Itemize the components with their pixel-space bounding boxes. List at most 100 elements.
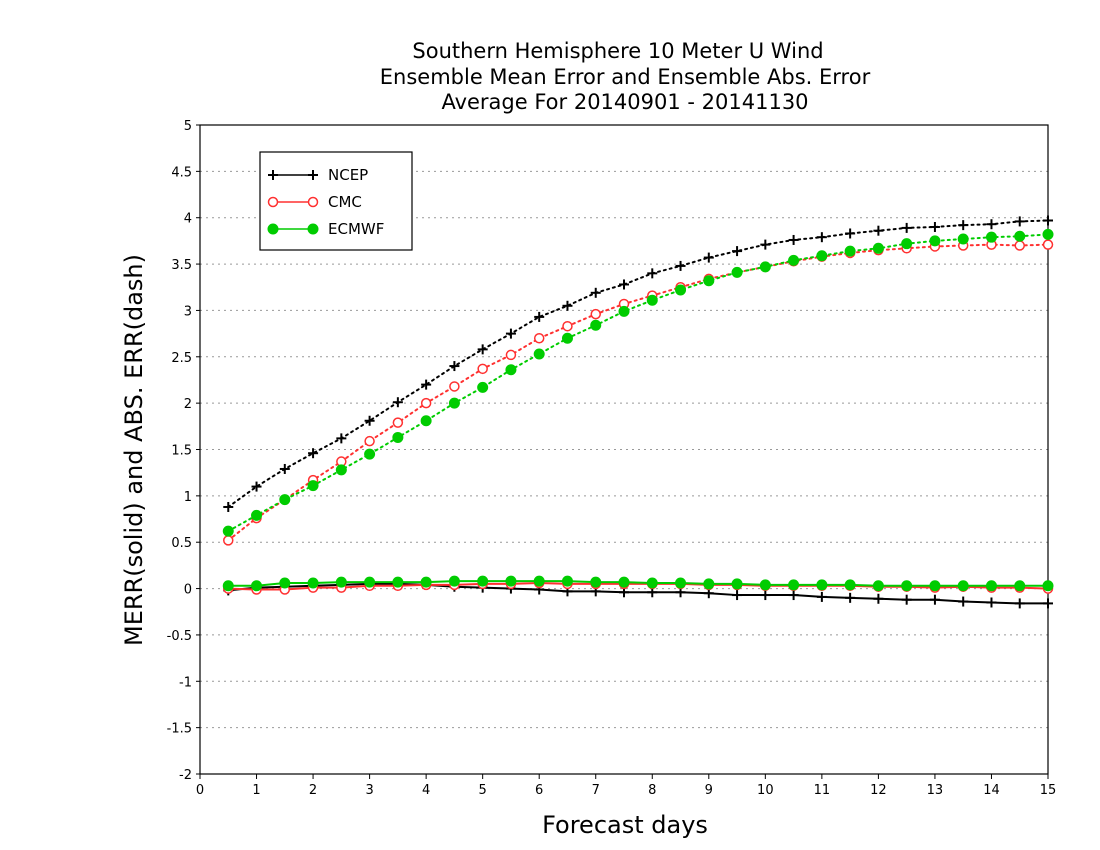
ecmwf-merr-point xyxy=(901,580,913,592)
ecmwf-merr-point xyxy=(844,579,856,591)
ncep-abs-err-point xyxy=(647,268,658,279)
ecmwf-merr-point xyxy=(731,578,743,590)
x-tick-label: 8 xyxy=(648,783,656,798)
ncep-abs-err-point xyxy=(929,221,940,232)
legend-item-ecmwf: ECMWF xyxy=(267,220,384,238)
ecmwf-merr-point xyxy=(420,576,432,588)
ecmwf-merr-point xyxy=(1042,580,1054,592)
cmc-abs-err-point xyxy=(223,535,234,546)
legend-marker-ncep xyxy=(308,170,318,180)
ecmwf-merr-point xyxy=(957,580,969,592)
ecmwf-abs-err-point xyxy=(646,294,658,306)
ecmwf-merr-point xyxy=(985,580,997,592)
y-tick-label: -1.5 xyxy=(167,722,192,737)
legend-marker-ecmwf xyxy=(267,223,279,235)
y-tick-label: 2.5 xyxy=(171,351,192,366)
ecmwf-abs-err-point xyxy=(392,431,404,443)
y-tick-label: 4 xyxy=(184,212,192,227)
ecmwf-merr-point xyxy=(392,576,404,588)
cmc-abs-err-point xyxy=(1014,240,1025,251)
ncep-merr-point xyxy=(901,594,912,605)
y-tick-label: 0 xyxy=(184,583,192,598)
ncep-abs-err-point xyxy=(1014,216,1025,227)
x-tick-label: 7 xyxy=(592,783,600,798)
ncep-abs-err-point xyxy=(590,287,601,298)
ncep-merr-point xyxy=(760,590,771,601)
ecmwf-abs-err-point xyxy=(477,381,489,393)
x-tick-label: 1 xyxy=(252,783,260,798)
y-tick-label: 5 xyxy=(184,119,192,134)
ncep-abs-err-point xyxy=(958,220,969,231)
legend-marker-ecmwf xyxy=(307,223,319,235)
ecmwf-merr-point xyxy=(759,579,771,591)
ecmwf-merr-point xyxy=(561,575,573,587)
ncep-abs-err-point xyxy=(760,239,771,250)
ncep-abs-err-point xyxy=(619,279,629,290)
legend: NCEP CMC ECMWF xyxy=(259,151,413,251)
y-tick-label: 3.5 xyxy=(171,258,192,273)
ecmwf-abs-err-point xyxy=(618,305,630,317)
legend-label-ecmwf: ECMWF xyxy=(328,220,384,238)
ncep-merr-point xyxy=(845,592,856,603)
ncep-merr-point xyxy=(986,597,997,608)
ecmwf-merr-point xyxy=(646,577,658,589)
y-axis: 5 4.5 4 3.5 3 2.5 2 1.5 1 0.5 0 -0.5 -1 -1.5 -2 xyxy=(167,119,200,783)
ncep-abs-err-point xyxy=(703,252,714,263)
chart-title-line-1: Southern Hemisphere 10 Meter U Wind xyxy=(412,39,823,63)
ecmwf-merr-point xyxy=(533,575,545,587)
cmc-abs-err-point xyxy=(449,381,460,392)
ecmwf-abs-err-point xyxy=(816,250,828,262)
series-cmc xyxy=(223,239,1054,595)
ncep-abs-err-point xyxy=(308,448,319,459)
ecmwf-merr-point xyxy=(929,580,941,592)
x-tick-label: 9 xyxy=(705,783,713,798)
legend-box xyxy=(259,151,413,251)
y-tick-label: 2 xyxy=(184,397,192,412)
x-tick-label: 13 xyxy=(927,783,944,798)
ncep-abs-err-point xyxy=(223,501,234,512)
ecmwf-merr-point xyxy=(279,577,291,589)
legend-marker-cmc xyxy=(307,196,319,208)
ncep-abs-err-point xyxy=(336,433,347,444)
cmc-abs-err-point xyxy=(1042,239,1054,250)
x-tick-label: 12 xyxy=(870,783,887,798)
ecmwf-merr-point xyxy=(477,575,489,587)
cmc-abs-err-point xyxy=(533,332,545,344)
x-tick-label: 5 xyxy=(479,783,487,798)
legend-item-ncep: NCEP xyxy=(268,166,368,184)
cmc-abs-err-point xyxy=(420,397,432,409)
ecmwf-abs-err-point xyxy=(279,494,291,506)
series-ncep xyxy=(223,215,1053,609)
legend-marker-cmc xyxy=(267,196,279,208)
gridlines xyxy=(200,170,1048,729)
cmc-abs-err-point xyxy=(477,363,488,375)
cmc-abs-err-point xyxy=(505,349,517,361)
y-tick-label: -2 xyxy=(179,768,192,783)
cmc-abs-err-point xyxy=(590,308,601,320)
ncep-abs-err-point xyxy=(1043,215,1053,226)
ncep-merr-point xyxy=(1043,598,1053,609)
chart-title-line-3: Average For 20140901 - 20141130 xyxy=(441,90,808,114)
ncep-merr-point xyxy=(788,590,799,601)
ecmwf-abs-err-point xyxy=(731,266,743,278)
ecmwf-merr-point xyxy=(816,579,828,591)
y-tick-label: -0.5 xyxy=(167,629,192,644)
legend-marker-ncep xyxy=(268,170,278,180)
y-tick-label: 1.5 xyxy=(171,444,192,459)
y-axis-title: MERR(solid) and ABS. ERR(dash) xyxy=(120,254,148,646)
cmc-abs-err-point xyxy=(562,320,573,332)
x-tick-label: 14 xyxy=(983,783,1000,798)
ecmwf-merr-point xyxy=(251,580,263,592)
ncep-abs-err-point xyxy=(477,344,488,355)
x-axis-title: Forecast days xyxy=(542,811,708,839)
chart-title-line-2: Ensemble Mean Error and Ensemble Abs. Er… xyxy=(380,65,871,89)
ecmwf-abs-err-point xyxy=(957,233,969,245)
ecmwf-abs-err-point xyxy=(590,319,602,331)
chart-title: Southern Hemisphere 10 Meter U Wind Ense… xyxy=(380,39,871,114)
ncep-abs-err-point xyxy=(675,260,686,271)
ecmwf-abs-err-point xyxy=(929,235,941,247)
ecmwf-abs-err-point xyxy=(222,525,234,537)
x-tick-label: 2 xyxy=(309,783,317,798)
x-tick-label: 10 xyxy=(757,783,774,798)
ecmwf-abs-err-point xyxy=(1042,228,1054,240)
